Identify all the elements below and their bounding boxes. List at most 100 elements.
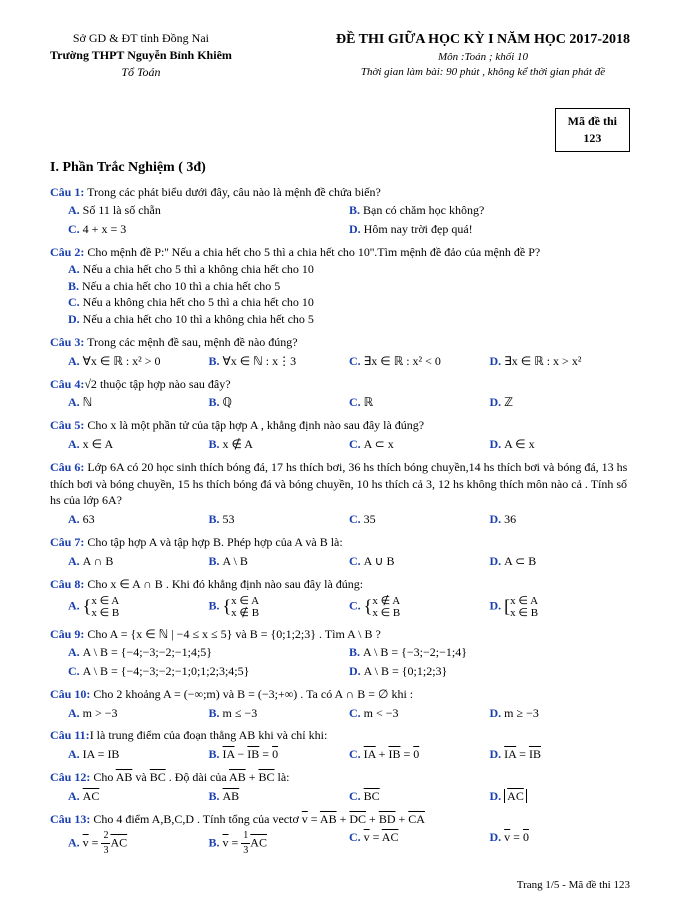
q5-c: C. A ⊂ x [349,436,490,453]
q4-a: A. ℕ [68,394,209,411]
q13-d: D. v = 0 [490,829,631,858]
q7-text: Cho tập hợp A và tập hợp B. Phép hợp của… [84,535,342,549]
q6-text: Lớp 6A có 20 học sinh thích bóng đá, 17 … [50,460,627,508]
org-line3: Tổ Toán [50,64,232,81]
question-5: Câu 5: Cho x là một phần tử của tập hợp … [50,417,630,453]
q5-b: B. x ∉ A [209,436,350,453]
page-footer: Trang 1/5 - Mã đề thi 123 [50,878,630,893]
q3-c: C. ∃x ∈ ℝ : x² < 0 [349,353,490,370]
q3-b: B. ∀x ∈ ℕ : x⋮3 [209,353,350,370]
q8-a: A. {x ∈ Ax ∈ B [68,594,209,619]
q4-label: Câu 4: [50,377,84,391]
q4-c: C. ℝ [349,394,490,411]
q13-c: C. v = AC [349,829,490,858]
q13-label: Câu 13: [50,812,90,826]
question-11: Câu 11:I là trung điểm của đoạn thẳng AB… [50,727,630,763]
q7-a: A. A ∩ B [68,553,209,570]
question-6: Câu 6: Lớp 6A có 20 học sinh thích bóng … [50,459,630,528]
section-title: I. Phần Trắc Nghiệm ( 3đ) [50,152,630,178]
q3-d: D. ∃x ∈ ℝ : x > x² [490,353,631,370]
q11-c: C. IA + IB = 0 [349,746,490,763]
q1-label: Câu 1: [50,185,84,199]
q7-label: Câu 7: [50,535,84,549]
q13-a: A. v = 23AC [68,829,209,858]
q5-d: D. A ∈ x [490,436,631,453]
q1-a: A. Số 11 là số chẵn [68,202,349,219]
q1-b: B. Bạn có chăm học không? [349,202,630,219]
exam-subject: Môn :Toán ; khối 10 [336,50,630,65]
q1-d: D. Hôm nay trời đẹp quá! [349,221,630,238]
exam-code-box: Mã đề thi 123 [555,108,630,152]
q9-label: Câu 9: [50,627,84,641]
q10-d: D. m ≥ −3 [490,705,631,722]
q11-b: B. IA − IB = 0 [209,746,350,763]
q2-b: B. Nếu a chia hết cho 10 thì a chia hết … [68,278,630,295]
org-line1: Sở GD & ĐT tỉnh Đồng Nai [50,30,232,47]
q4-b: B. ℚ [209,394,350,411]
header-left: Sở GD & ĐT tỉnh Đồng Nai Trường THPT Ngu… [50,30,232,80]
q12-label: Câu 12: [50,770,90,784]
q12-b: B. AB [209,788,350,805]
q13-b: B. v = 13AC [209,829,350,858]
q6-d: D. 36 [490,511,631,528]
question-13: Câu 13: Cho 4 điểm A,B,C,D . Tính tổng c… [50,811,630,859]
question-10: Câu 10: Cho 2 khoảng A = (−∞;m) và B = (… [50,686,630,722]
q8-d: D. [x ∈ Ax ∈ B [490,594,631,619]
q5-a: A. x ∈ A [68,436,209,453]
q9-text: Cho A = {x ∈ ℕ | −4 ≤ x ≤ 5} và B = {0;1… [84,627,380,641]
exam-time: Thời gian làm bài: 90 phút , không kể th… [336,65,630,80]
header: Sở GD & ĐT tỉnh Đồng Nai Trường THPT Ngu… [50,30,630,80]
q12-d: D. AC [490,788,631,805]
q10-text: Cho 2 khoảng A = (−∞;m) và B = (−3;+∞) .… [90,687,413,701]
q4-text: thuộc tập hợp nào sau đây? [97,377,231,391]
q5-text: Cho x là một phần tử của tập hợp A , khẳ… [84,418,424,432]
question-12: Câu 12: Cho AB và BC . Độ dài của AB + B… [50,769,630,805]
q11-d: D. IA = IB [490,746,631,763]
q9-c: C. A \ B = {−4;−3;−2;−1;0;1;2;3;4;5} [68,663,349,680]
q2-d: D. Nếu a chia hết cho 10 thì a không chi… [68,311,630,328]
q12-c: C. BC [349,788,490,805]
org-line2: Trường THPT Nguyễn Bỉnh Khiêm [50,47,232,64]
q5-label: Câu 5: [50,418,84,432]
q7-d: D. A ⊂ B [490,553,631,570]
q3-text: Trong các mệnh đề sau, mệnh đề nào đúng? [84,335,297,349]
q8-b: B. {x ∈ Ax ∉ B [209,594,350,619]
question-7: Câu 7: Cho tập hợp A và tập hợp B. Phép … [50,534,630,570]
q7-c: C. A ∪ B [349,553,490,570]
q6-c: C. 35 [349,511,490,528]
question-8: Câu 8: Cho x ∈ A ∩ B . Khi đó khẳng định… [50,576,630,620]
question-2: Câu 2: Cho mệnh đề P:'' Nếu a chia hết c… [50,244,630,328]
exam-code-label: Mã đề thi [568,113,617,130]
q12-a: A. AC [68,788,209,805]
q2-text: Cho mệnh đề P:'' Nếu a chia hết cho 5 th… [84,245,540,259]
question-1: Câu 1: Trong các phát biểu dưới đây, câu… [50,184,630,238]
q10-b: B. m ≤ −3 [209,705,350,722]
q6-a: A. 63 [68,511,209,528]
q2-a: A. Nếu a chia hết cho 5 thì a không chia… [68,261,630,278]
q7-b: B. A \ B [209,553,350,570]
q8-text: Cho x ∈ A ∩ B . Khi đó khẳng định nào sa… [84,577,363,591]
q1-text: Trong các phát biểu dưới đây, câu nào là… [84,185,380,199]
q13-text: Cho 4 điểm A,B,C,D . Tính tổng của vectơ [90,812,301,826]
q2-c: C. Nếu a không chia hết cho 5 thì a chia… [68,294,630,311]
exam-code-value: 123 [568,130,617,147]
question-4: Câu 4:√2 thuộc tập hợp nào sau đây? A. ℕ… [50,376,630,412]
q1-c: C. 4 + x = 3 [68,221,349,238]
q4-d: D. ℤ [490,394,631,411]
q4-sqrt: √2 [84,377,97,391]
q11-a: A. IA = IB [68,746,209,763]
q10-label: Câu 10: [50,687,90,701]
q2-label: Câu 2: [50,245,84,259]
q11-text: I là trung điểm của đoạn thẳng AB khi và… [90,728,328,742]
q6-b: B. 53 [209,511,350,528]
q6-label: Câu 6: [50,460,84,474]
q8-c: C. {x ∉ Ax ∈ B [349,594,490,619]
q10-a: A. m > −3 [68,705,209,722]
question-9: Câu 9: Cho A = {x ∈ ℕ | −4 ≤ x ≤ 5} và B… [50,626,630,680]
header-right: ĐỀ THI GIỮA HỌC KỲ I NĂM HỌC 2017-2018 M… [336,30,630,80]
q3-label: Câu 3: [50,335,84,349]
question-3: Câu 3: Trong các mệnh đề sau, mệnh đề nà… [50,334,630,370]
q9-d: D. A \ B = {0;1;2;3} [349,663,630,680]
q10-c: C. m < −3 [349,705,490,722]
q9-b: B. A \ B = {−3;−2;−1;4} [349,644,630,661]
